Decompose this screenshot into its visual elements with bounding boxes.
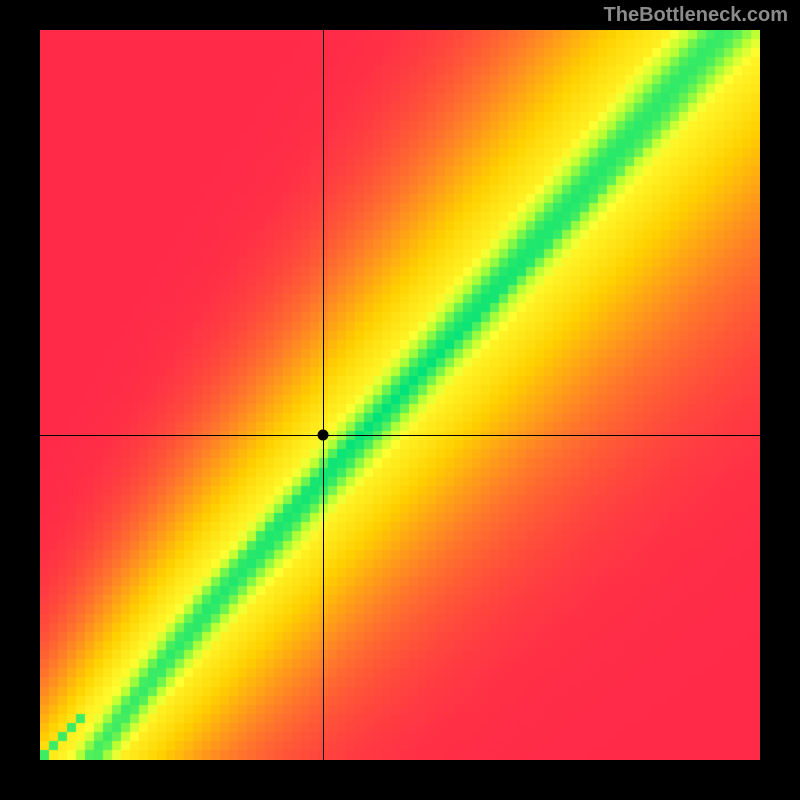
crosshair-vertical [323, 30, 324, 760]
attribution-text: TheBottleneck.com [604, 4, 788, 27]
marker-dot [317, 430, 328, 441]
crosshair-horizontal [40, 435, 760, 436]
heatmap-plot [40, 30, 760, 760]
chart-frame: TheBottleneck.com [0, 0, 800, 800]
heatmap-canvas [40, 30, 760, 760]
